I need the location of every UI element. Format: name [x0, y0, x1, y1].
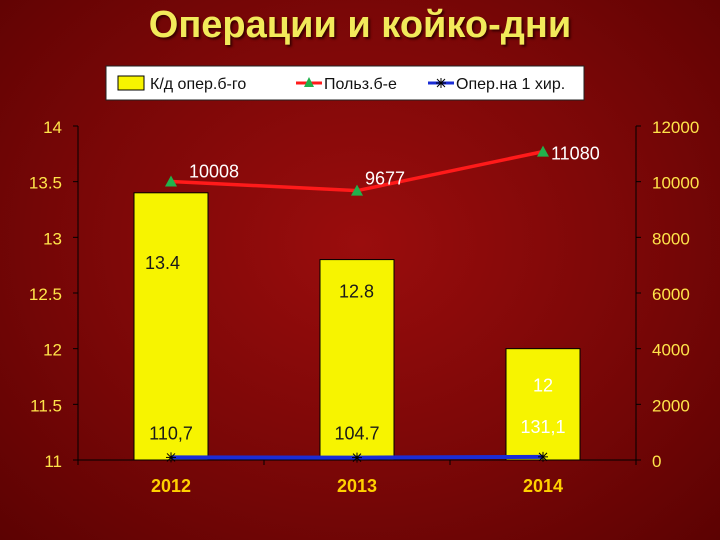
left-tick-label: 13.5: [29, 174, 62, 193]
line-data-label: 110,7: [149, 423, 193, 443]
star-marker-stroke: [538, 452, 548, 462]
star-marker: [538, 451, 548, 462]
star-marker: [352, 452, 362, 463]
legend-label: Польз.б-е: [324, 76, 397, 93]
bar: [505, 348, 581, 461]
left-tick-label: 14: [43, 118, 62, 137]
line-data-label: 131,1: [520, 417, 565, 437]
right-tick-label: 4000: [652, 341, 690, 360]
left-tick-label: 12.5: [29, 285, 62, 304]
x-tick-label: 2014: [523, 476, 563, 496]
bar: [133, 192, 209, 461]
line-data-label: 10008: [189, 161, 239, 181]
triangle-marker: [351, 184, 363, 196]
triangle-marker: [537, 145, 549, 157]
right-tick-label: 10000: [652, 174, 699, 193]
bar-data-label: 13.4: [145, 253, 180, 273]
bar-data-label: 12.8: [339, 282, 374, 302]
line-data-label: 9677: [365, 169, 405, 189]
bar: [319, 259, 395, 461]
left-tick-label: 11.5: [30, 396, 62, 415]
right-tick-label: 12000: [652, 118, 699, 137]
triangle-marker: [165, 175, 177, 187]
legend-label: К/д опер.б-го: [150, 76, 246, 93]
star-marker-stroke: [166, 453, 176, 462]
legend: К/д опер.б-го Польз.б-е Опер.на 1 хир.: [105, 65, 585, 101]
right-tick-label: 6000: [652, 285, 690, 304]
right-tick-label: 0: [652, 452, 661, 471]
chart-title: Операции и койко-дни: [148, 4, 572, 46]
star-marker-stroke: [352, 453, 362, 462]
plot-area: 11 11.5 12 12.5 13 13.5 14 0 2000 4000 6000 8000 100…: [29, 118, 699, 496]
left-tick-label: 13: [43, 229, 62, 248]
line-data-label: 11080: [551, 144, 600, 164]
legend-box: [105, 65, 585, 101]
x-tick-label: 2012: [151, 476, 191, 496]
right-tick-label: 2000: [652, 396, 690, 415]
legend-label: Опер.на 1 хир.: [456, 76, 565, 93]
x-tick-label: 2013: [337, 476, 377, 496]
line-data-label: 104.7: [334, 424, 379, 444]
right-tick-label: 8000: [652, 229, 690, 248]
left-tick-label: 12: [43, 341, 62, 360]
legend-swatch-bar: [117, 75, 145, 91]
bar-data-label: 12: [533, 376, 553, 396]
star-marker: [166, 452, 176, 463]
legend-star-icon: [436, 78, 446, 88]
legend-triangle-icon: [304, 77, 314, 87]
left-tick-label: 11: [44, 452, 62, 471]
